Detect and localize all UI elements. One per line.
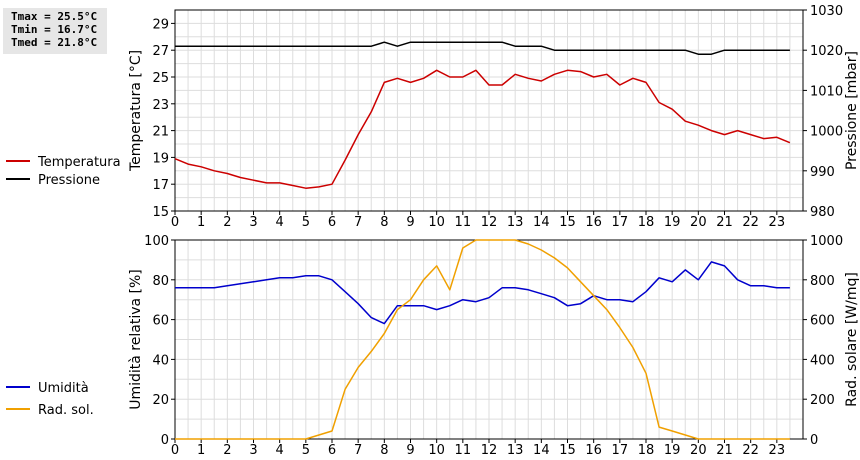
x-tick-label: 22 bbox=[742, 443, 759, 458]
x-tick-label: 20 bbox=[690, 443, 707, 458]
x-tick-label: 7 bbox=[354, 443, 362, 458]
x-tick-label: 4 bbox=[276, 443, 284, 458]
y-tick-label-left: 29 bbox=[152, 17, 169, 32]
y-tick-label-left: 80 bbox=[152, 274, 169, 289]
humidity-radiation-panel: 0 1 2 3 4 5 6 7 8 9 10 11 12 13 14 15 16 17 18 19 20 21 22 2302… bbox=[128, 234, 860, 458]
x-tick-label: 16 bbox=[585, 443, 602, 458]
x-tick-label: 0 bbox=[171, 443, 179, 458]
y-axis-label-right: Pressione [mbar] bbox=[844, 51, 860, 170]
y-tick-label-right: 1030 bbox=[810, 4, 843, 19]
y-tick-label-right: 1010 bbox=[810, 84, 843, 99]
x-tick-label: 4 bbox=[276, 215, 284, 230]
x-tick-label: 7 bbox=[354, 215, 362, 230]
x-tick-label: 8 bbox=[380, 443, 388, 458]
x-tick-label: 5 bbox=[302, 215, 310, 230]
x-tick-label: 2 bbox=[223, 443, 231, 458]
x-tick-label: 16 bbox=[585, 215, 602, 230]
y-tick-label-right: 800 bbox=[810, 274, 835, 289]
x-tick-label: 21 bbox=[716, 215, 733, 230]
x-tick-label: 23 bbox=[769, 215, 786, 230]
y-tick-label-left: 40 bbox=[152, 353, 169, 368]
x-tick-label: 14 bbox=[533, 443, 550, 458]
y-tick-label-right: 1000 bbox=[810, 234, 843, 249]
tmax-text: Tmax = 25.5°C bbox=[11, 10, 98, 23]
x-tick-label: 18 bbox=[638, 215, 655, 230]
x-tick-label: 9 bbox=[406, 443, 414, 458]
x-tick-label: 12 bbox=[481, 215, 498, 230]
x-tick-label: 5 bbox=[302, 443, 310, 458]
temperature-stats-box: Tmax = 25.5°C Tmin = 16.7°C Tmed = 21.8°… bbox=[3, 8, 107, 54]
series-line-umidit bbox=[175, 261, 790, 325]
x-tick-label: 23 bbox=[769, 443, 786, 458]
x-tick-label: 0 bbox=[171, 215, 179, 230]
x-tick-label: 11 bbox=[455, 215, 472, 230]
y-tick-label-left: 60 bbox=[152, 314, 169, 329]
x-tick-label: 6 bbox=[328, 443, 336, 458]
y-tick-label-left: 0 bbox=[161, 433, 169, 448]
x-tick-label: 6 bbox=[328, 215, 336, 230]
x-tick-label: 22 bbox=[742, 215, 759, 230]
y-tick-label-right: 1000 bbox=[810, 125, 843, 140]
y-tick-label-right: 1020 bbox=[810, 44, 843, 59]
y-tick-label-right: 0 bbox=[810, 433, 818, 448]
y-axis-label-left: Umidità relativa [%] bbox=[128, 269, 144, 410]
y-tick-label-right: 600 bbox=[810, 314, 835, 329]
y-tick-label-right: 980 bbox=[810, 205, 835, 220]
y-tick-label-right: 400 bbox=[810, 353, 835, 368]
legend-label-umidita: Umidità bbox=[38, 381, 89, 396]
x-tick-label: 10 bbox=[428, 443, 445, 458]
x-tick-label: 13 bbox=[507, 443, 524, 458]
y-tick-label-left: 20 bbox=[152, 393, 169, 408]
y-axis-label-right: Rad. solare [W/mq] bbox=[844, 272, 860, 407]
legend-label-rad-sol: Rad. sol. bbox=[38, 403, 94, 418]
y-tick-label-left: 100 bbox=[144, 234, 169, 249]
x-tick-label: 8 bbox=[380, 215, 388, 230]
y-tick-label-left: 19 bbox=[152, 151, 169, 166]
y-axis-label-left: Temperatura [°C] bbox=[128, 50, 144, 172]
y-tick-label-left: 15 bbox=[152, 205, 169, 220]
x-tick-label: 17 bbox=[612, 443, 629, 458]
y-tick-label-left: 21 bbox=[152, 125, 169, 140]
y-tick-label-right: 200 bbox=[810, 393, 835, 408]
x-tick-label: 3 bbox=[249, 215, 257, 230]
y-tick-label-left: 25 bbox=[152, 71, 169, 86]
x-tick-label: 19 bbox=[664, 215, 681, 230]
x-tick-label: 2 bbox=[223, 215, 231, 230]
legend: Temperatura Pressione Umidità Rad. sol. bbox=[6, 155, 121, 418]
x-tick-label: 15 bbox=[559, 215, 576, 230]
y-tick-label-right: 990 bbox=[810, 165, 835, 180]
x-tick-label: 1 bbox=[197, 215, 205, 230]
x-tick-label: 1 bbox=[197, 443, 205, 458]
x-tick-label: 18 bbox=[638, 443, 655, 458]
temperature-pressure-panel: 0 1 2 3 4 5 6 7 8 9 10 11 12 13 14 15 16 17 18 19 20 21 22 2315… bbox=[128, 4, 860, 230]
series-line-rad-sol bbox=[175, 239, 790, 440]
series-line-temperatura bbox=[174, 69, 791, 189]
x-tick-label: 13 bbox=[507, 215, 524, 230]
x-tick-label: 20 bbox=[690, 215, 707, 230]
x-tick-label: 10 bbox=[428, 215, 445, 230]
x-tick-label: 19 bbox=[664, 443, 681, 458]
y-tick-label-left: 23 bbox=[152, 98, 169, 113]
x-tick-label: 3 bbox=[249, 443, 257, 458]
x-tick-label: 11 bbox=[455, 443, 472, 458]
y-tick-label-left: 27 bbox=[152, 44, 169, 59]
x-tick-label: 9 bbox=[406, 215, 414, 230]
x-tick-label: 21 bbox=[716, 443, 733, 458]
y-tick-label-left: 17 bbox=[152, 178, 169, 193]
tmin-text: Tmin = 16.7°C bbox=[11, 23, 98, 36]
tmed-text: Tmed = 21.8°C bbox=[11, 36, 98, 49]
x-tick-label: 14 bbox=[533, 215, 550, 230]
x-tick-label: 17 bbox=[612, 215, 629, 230]
legend-label-temperatura: Temperatura bbox=[37, 155, 121, 170]
x-tick-label: 12 bbox=[481, 443, 498, 458]
legend-label-pressione: Pressione bbox=[38, 173, 100, 188]
x-tick-label: 15 bbox=[559, 443, 576, 458]
series-line-pressione bbox=[175, 41, 790, 55]
